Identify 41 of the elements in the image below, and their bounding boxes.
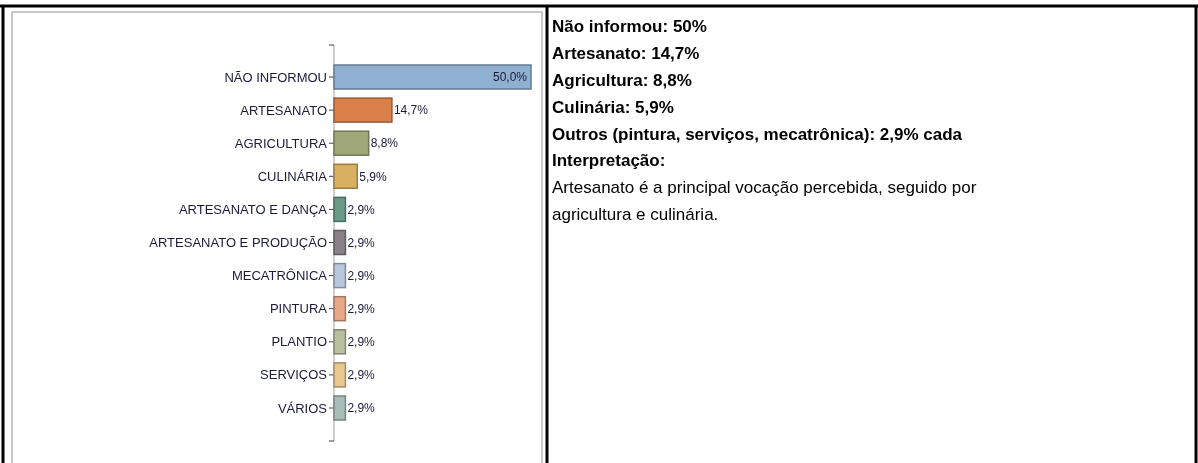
text: Outros (pintura, serviços, mecatrônica): 2,9% cada <box>552 124 963 144</box>
data-label: 2,9% <box>347 401 376 416</box>
y-tick-label: ARTESANATO E DANÇA <box>178 201 328 217</box>
bar <box>333 262 347 289</box>
y-tick-label: PINTURA <box>269 301 328 317</box>
bar <box>333 362 347 388</box>
bar <box>333 163 358 190</box>
bar <box>333 196 347 223</box>
bar <box>333 229 347 256</box>
data-label: 2,9% <box>347 301 376 316</box>
y-tick-label: ARTESANATO <box>240 102 327 118</box>
data-label: 2,9% <box>347 335 376 349</box>
bar <box>333 64 532 90</box>
bar <box>333 97 393 123</box>
text: Não informou: 50% <box>552 16 707 36</box>
data-label: 8,8% <box>370 136 399 151</box>
data-label: 2,9% <box>347 235 376 250</box>
text: Artesanato: 14,7% <box>552 43 700 63</box>
y-tick-label: PLANTIO <box>271 334 327 350</box>
text: Agricultura: 8,8% <box>552 70 692 90</box>
y-tick-label: MECATRÔNICA <box>231 268 328 284</box>
bar <box>333 295 347 322</box>
bar <box>333 130 370 156</box>
text: agricultura e culinária. <box>552 205 719 225</box>
y-tick-label: ARTESANATO E PRODUÇÃO <box>149 235 327 251</box>
y-tick-label: NÃO INFORMOU <box>224 69 327 85</box>
text: Culinária: 5,9% <box>552 97 674 117</box>
bar <box>333 329 347 355</box>
data-label: 2,9% <box>347 268 376 283</box>
data-label: 2,9% <box>347 202 376 217</box>
data-label: 14,7% <box>393 103 429 118</box>
data-label: 2,9% <box>347 368 376 383</box>
y-tick-label: VÁRIOS <box>277 400 328 416</box>
bar <box>333 395 347 421</box>
y-tick-label: SERVIÇOS <box>260 367 328 383</box>
data-label: 50,0% <box>492 70 528 85</box>
y-tick-label: CULINÁRIA <box>257 168 328 184</box>
text: Artesanato é a principal vocação percebida, seguido por <box>552 178 977 198</box>
text: Interpretação: <box>552 151 666 171</box>
y-tick-label: AGRICULTURA <box>234 135 328 151</box>
data-label: 5,9% <box>359 169 387 184</box>
